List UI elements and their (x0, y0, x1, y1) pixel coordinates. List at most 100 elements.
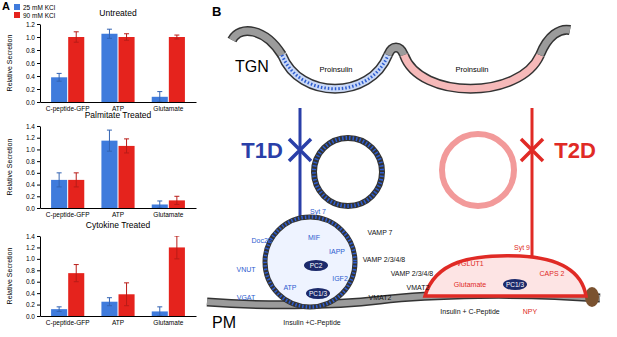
y-tick: 0.2 (26, 86, 40, 93)
error-bar-cap (157, 200, 162, 201)
y-tick-label: 0.0 (26, 99, 35, 106)
y-axis-line (40, 127, 41, 209)
bar-chart: Palmitate Treated0.00.20.40.60.81.01.21.… (6, 110, 197, 219)
error-bar-cap (157, 102, 162, 103)
error-bar-cap (107, 29, 112, 30)
y-tick-label: 1.0 (26, 34, 35, 41)
enzyme-badge (306, 288, 330, 299)
bar (101, 141, 117, 208)
y-tick-label: 1.2 (26, 21, 35, 28)
y-tick-mark (37, 149, 40, 150)
error-bar-stem (176, 35, 177, 39)
y-tick: 1.0 (26, 146, 40, 153)
error-bar-stem (59, 307, 60, 312)
y-tick-mark (37, 76, 40, 77)
t1d-granule-docked-coat (265, 217, 355, 307)
bar (101, 34, 117, 102)
error-bar (157, 201, 162, 208)
error-bar-cap (124, 33, 129, 34)
error-bar (124, 34, 129, 41)
y-axis: 0.0 0.2 0.4 0.6 0.8 1.0 1.2 (26, 21, 41, 106)
y-tick-label: 0.8 (26, 47, 35, 54)
error-bar-cap (107, 130, 112, 131)
y-tick: 1.4 (26, 123, 40, 130)
granule-label: PC1/3 (506, 281, 524, 288)
error-bar-cap (107, 297, 112, 298)
y-tick-mark (37, 196, 40, 197)
error-bar-stem (76, 265, 77, 282)
error-bar-stem (126, 139, 127, 153)
t2d-cross (521, 139, 543, 161)
error-bar-stem (109, 298, 110, 306)
y-tick: 0.0 (26, 99, 40, 106)
x-tick-label: C-peptide-GFP (46, 105, 90, 113)
granule-label: Glutamate (454, 281, 486, 288)
y-tick-label: 0.4 (26, 73, 35, 80)
t2d-arrow-shaft (531, 108, 534, 258)
y-tick-mark (37, 305, 40, 306)
y-tick-label: 1.2 (26, 244, 35, 251)
y-tick: 1.0 (26, 34, 40, 41)
error-bar-cap (107, 38, 112, 39)
x-tick-label: Glutamate (153, 105, 183, 112)
error-bar-stem (76, 32, 77, 42)
y-tick: 1.2 (26, 21, 40, 28)
y-tick-label: 1.0 (26, 255, 35, 262)
y-tick-label: 1.0 (26, 146, 35, 153)
y-tick-mark (37, 63, 40, 64)
error-bar (124, 139, 129, 153)
granule-label: VMAT2 (407, 284, 430, 291)
error-bar (57, 307, 62, 312)
y-tick-mark (37, 282, 40, 283)
y-tick-mark (37, 50, 40, 51)
error-bar-stem (59, 173, 60, 187)
diagram: BTGNProinsulinProinsulinT1DT2DPMDoc2BSyt… (207, 4, 600, 331)
error-bar-cap (107, 151, 112, 152)
t2d-granule-docked (425, 256, 586, 296)
legend: 25 mM KCl90 mM KCl (14, 4, 56, 19)
y-tick-mark (37, 102, 40, 103)
x-axis-line (41, 316, 197, 317)
granule-label: NPY (523, 308, 538, 315)
tgn-membrane (388, 48, 404, 56)
error-bar-cap (74, 31, 79, 32)
y-tick-mark (37, 126, 40, 127)
granule-label: Insulin + C-Peptide (440, 308, 499, 316)
error-bar (74, 265, 79, 282)
y-tick: 0.8 (26, 47, 40, 54)
y-tick-label: 0.4 (26, 181, 35, 188)
error-bar-cap (124, 40, 129, 41)
y-tick-mark (37, 247, 40, 248)
x-tick: ATP (112, 316, 124, 326)
y-tick: 0.2 (26, 301, 40, 308)
x-axis: C-peptide-GFPATPGlutamate (41, 208, 197, 219)
y-tick-mark (37, 37, 40, 38)
error-bar-cap (74, 281, 79, 282)
panel-label: A (2, 0, 10, 12)
y-tick: 1.2 (26, 134, 40, 141)
y-axis-title: Relative Secretion (6, 138, 13, 195)
y-tick-label: 0.2 (26, 193, 35, 200)
error-bar-stem (159, 201, 160, 208)
granule-label: MIF (308, 234, 320, 241)
error-bar (57, 173, 62, 187)
error-bar-cap (157, 91, 162, 92)
error-bar-cap (57, 73, 62, 74)
bar (169, 37, 185, 102)
t1d-arrow-shaft (299, 108, 302, 224)
y-tick: 0.2 (26, 193, 40, 200)
y-tick-label: 0.8 (26, 267, 35, 274)
y-axis-line (40, 237, 41, 317)
tgn-membrane (232, 31, 282, 55)
error-bar-cap (157, 316, 162, 317)
y-tick-label: 0.8 (26, 158, 35, 165)
error-bar (157, 92, 162, 102)
error-bar-stem (126, 283, 127, 306)
y-axis: 0.00.20.40.60.81.01.21.4 (26, 233, 41, 320)
tgn-membrane-outline (540, 30, 570, 55)
error-bar (107, 298, 112, 306)
t1d-granule-coat (314, 138, 382, 206)
granule-label: ATP (283, 284, 296, 291)
granule-label: VNUT (236, 266, 256, 273)
y-tick: 0.6 (26, 60, 40, 67)
